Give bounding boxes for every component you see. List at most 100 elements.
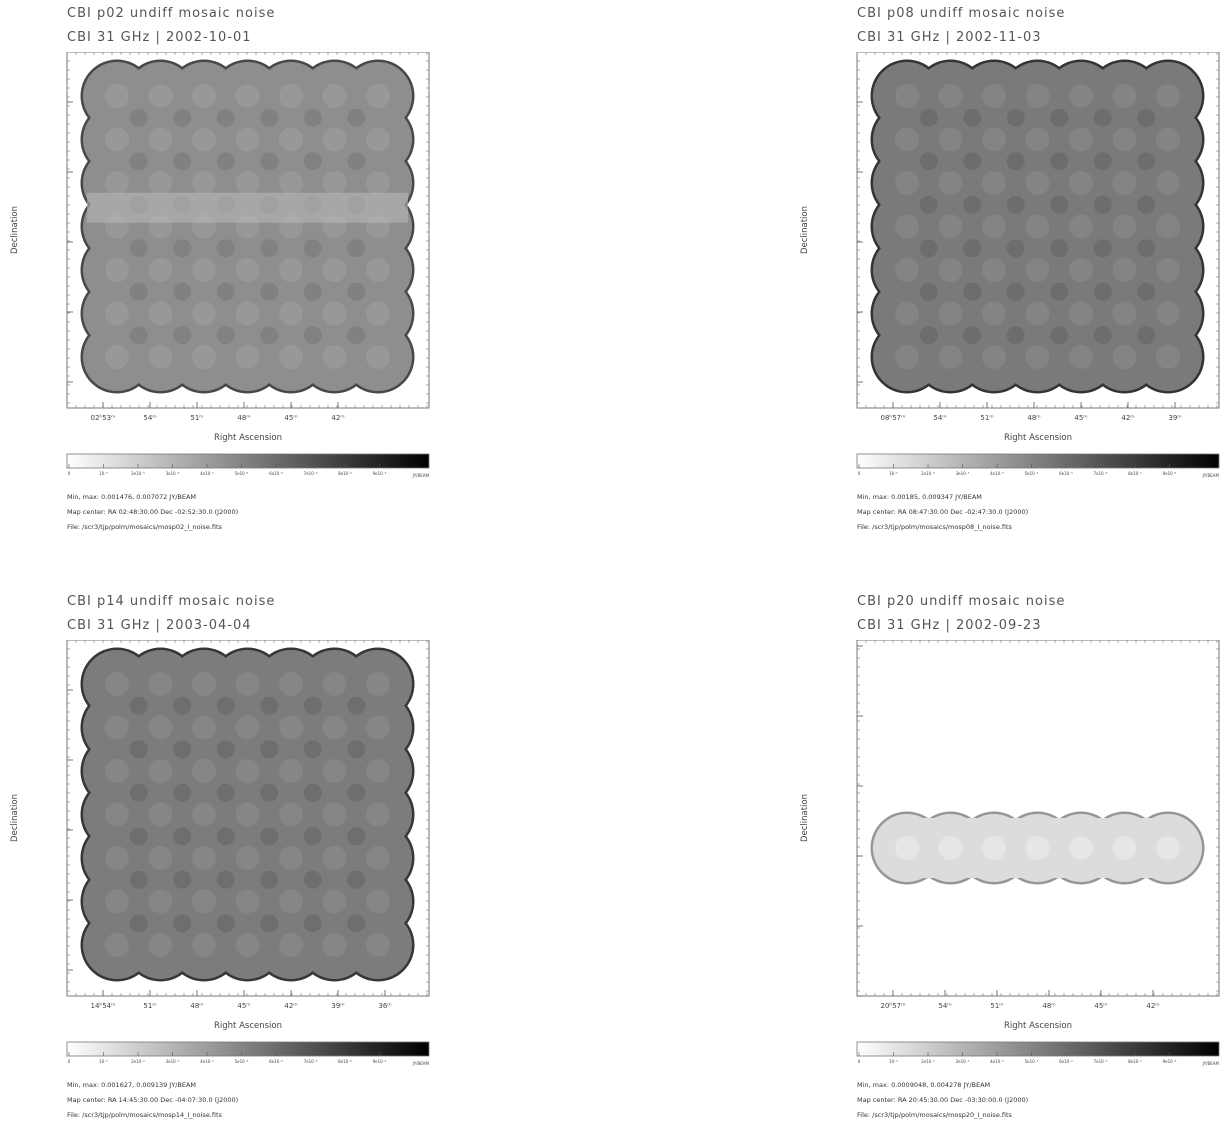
overlap-zone <box>919 152 938 171</box>
panel-title: CBI p20 undiff mosaic noise <box>857 594 1066 609</box>
pointing-center <box>1112 171 1137 195</box>
pointing-center <box>192 846 216 870</box>
overlap-zone <box>347 870 366 889</box>
pointing-center <box>1156 836 1180 860</box>
pointing-center <box>105 889 129 914</box>
panel-p20: CBI p20 undiff mosaic noise CBI 31 GHz |… <box>800 588 1222 1128</box>
min-max-text: Min, max: 0.00185, 0.009347 JY/BEAM <box>857 493 982 501</box>
colorbar-tick-label: 4e10⁻⁵ <box>990 1059 1004 1064</box>
pointing-center <box>279 846 303 870</box>
pointing-center <box>1156 171 1180 195</box>
overlap-zone <box>129 152 148 171</box>
overlap-zone <box>919 108 938 127</box>
overlap-zone <box>1093 108 1112 127</box>
panel-p14: CBI p14 undiff mosaic noise CBI 31 GHz |… <box>10 588 505 1128</box>
pointing-center <box>1069 836 1093 860</box>
x-tick-label: 51ᵐ <box>980 414 993 422</box>
pointing-center <box>148 171 173 195</box>
colorbar-tick-label: 3e10⁻⁵ <box>956 1059 970 1064</box>
colorbar-gradient <box>66 453 430 469</box>
pointing-center <box>105 301 129 326</box>
overlap-zone <box>173 282 192 301</box>
pointing-center <box>1112 84 1137 108</box>
pointing-center <box>895 836 919 860</box>
pointing-center <box>895 214 919 239</box>
panel-title: CBI p14 undiff mosaic noise <box>67 594 276 609</box>
pointing-center <box>982 301 1006 326</box>
colorbar-tick-label: 7e10⁻⁵ <box>1094 1059 1108 1064</box>
pointing-center <box>366 889 390 914</box>
overlap-zone <box>173 827 192 846</box>
overlap-zone <box>1093 195 1112 214</box>
pointing-center <box>366 759 390 783</box>
overlap-zone <box>173 914 192 933</box>
pointing-center <box>105 759 129 783</box>
pointing-center <box>105 127 129 152</box>
pointing-center <box>895 127 919 152</box>
overlap-zone <box>173 152 192 171</box>
pointing-center <box>105 258 129 282</box>
axis-ticks <box>856 640 1219 996</box>
y-axis-label-wrap: Declination <box>793 52 853 408</box>
colorbar-svg: 0 10⁻⁵ 2e10⁻⁵ 3e10⁻⁵ 4e10⁻⁵ 5e10⁻⁵ 6e10⁻⁵ 7e10⁻… <box>856 453 1220 478</box>
overlap-zone <box>1050 108 1069 127</box>
file-path-text: File: /scr3/tjp/polm/mosaics/mosp14_I_no… <box>67 1111 222 1119</box>
overlap-zone <box>129 696 148 715</box>
overlap-zone <box>129 108 148 127</box>
pointing-center <box>1069 171 1093 195</box>
overlap-zone <box>129 870 148 889</box>
colorbar-tick-label: 5e10⁻⁵ <box>1025 471 1039 476</box>
colorbar-svg: 0 10⁻⁵ 2e10⁻⁵ 3e10⁻⁵ 4e10⁻⁵ 5e10⁻⁵ 6e10⁻⁵ 7e10⁻… <box>66 1041 430 1066</box>
pointing-center <box>322 301 347 326</box>
pointing-center <box>235 889 260 914</box>
pointing-center <box>105 715 129 740</box>
overlap-zone <box>216 914 235 933</box>
panel-subtitle: CBI 31 GHz | 2002-10-01 <box>67 30 252 45</box>
mosaic-shape <box>80 647 415 982</box>
pointing-center <box>895 258 919 282</box>
pointing-center <box>1112 214 1137 239</box>
pointing-center <box>105 345 129 369</box>
overlap-zone <box>1050 239 1069 258</box>
panel-title: CBI p02 undiff mosaic noise <box>67 6 276 21</box>
pointing-center <box>322 715 347 740</box>
pointing-center <box>322 802 347 827</box>
colorbar-tick-label: 10⁻⁵ <box>889 471 898 476</box>
colorbar-tick-label: 7e10⁻⁵ <box>304 1059 318 1064</box>
overlap-zone <box>1137 239 1156 258</box>
pointing-center <box>366 258 390 282</box>
map-svg: 02ʰ53ᵐ54ᵐ51ᵐ48ᵐ45ᵐ42ᵐ-01°-02°-03°-04°-05… <box>66 52 430 443</box>
colorbar-tick-label: 7e10⁻⁵ <box>1094 471 1108 476</box>
plot-frame <box>856 640 1220 997</box>
pointing-center <box>105 846 129 870</box>
x-tick-label: 45ᵐ <box>1094 1002 1107 1010</box>
pointing-center <box>279 802 303 827</box>
x-axis-label: Right Ascension <box>214 433 282 443</box>
overlap-zone <box>173 108 192 127</box>
pointing-center <box>366 846 390 870</box>
overlap-zone <box>303 282 322 301</box>
x-tick-label: 42ᵐ <box>331 414 344 422</box>
pointing-center <box>192 672 216 696</box>
x-tick-label: 08ʰ57ᵐ <box>880 414 905 422</box>
overlap-zone <box>1137 282 1156 301</box>
pointing-center <box>192 258 216 282</box>
x-tick-label: 42ᵐ <box>1146 1002 1159 1010</box>
overlap-zone <box>963 239 982 258</box>
colorbar-gradient <box>66 1041 430 1057</box>
plot-frame <box>66 52 430 409</box>
overlap-zone <box>1137 326 1156 345</box>
overlap-zone <box>1006 152 1025 171</box>
overlap-zone <box>963 282 982 301</box>
pointing-center <box>1025 836 1050 860</box>
pointing-center <box>895 84 919 108</box>
pointing-center <box>279 889 303 914</box>
pointing-center <box>1112 258 1137 282</box>
pointing-center <box>235 84 260 108</box>
pointing-center <box>279 759 303 783</box>
pointing-center <box>1112 127 1137 152</box>
pointing-center <box>192 301 216 326</box>
colorbar-tick-label: 4e10⁻⁵ <box>200 1059 214 1064</box>
pointing-center <box>1156 301 1180 326</box>
overlap-zone <box>303 326 322 345</box>
